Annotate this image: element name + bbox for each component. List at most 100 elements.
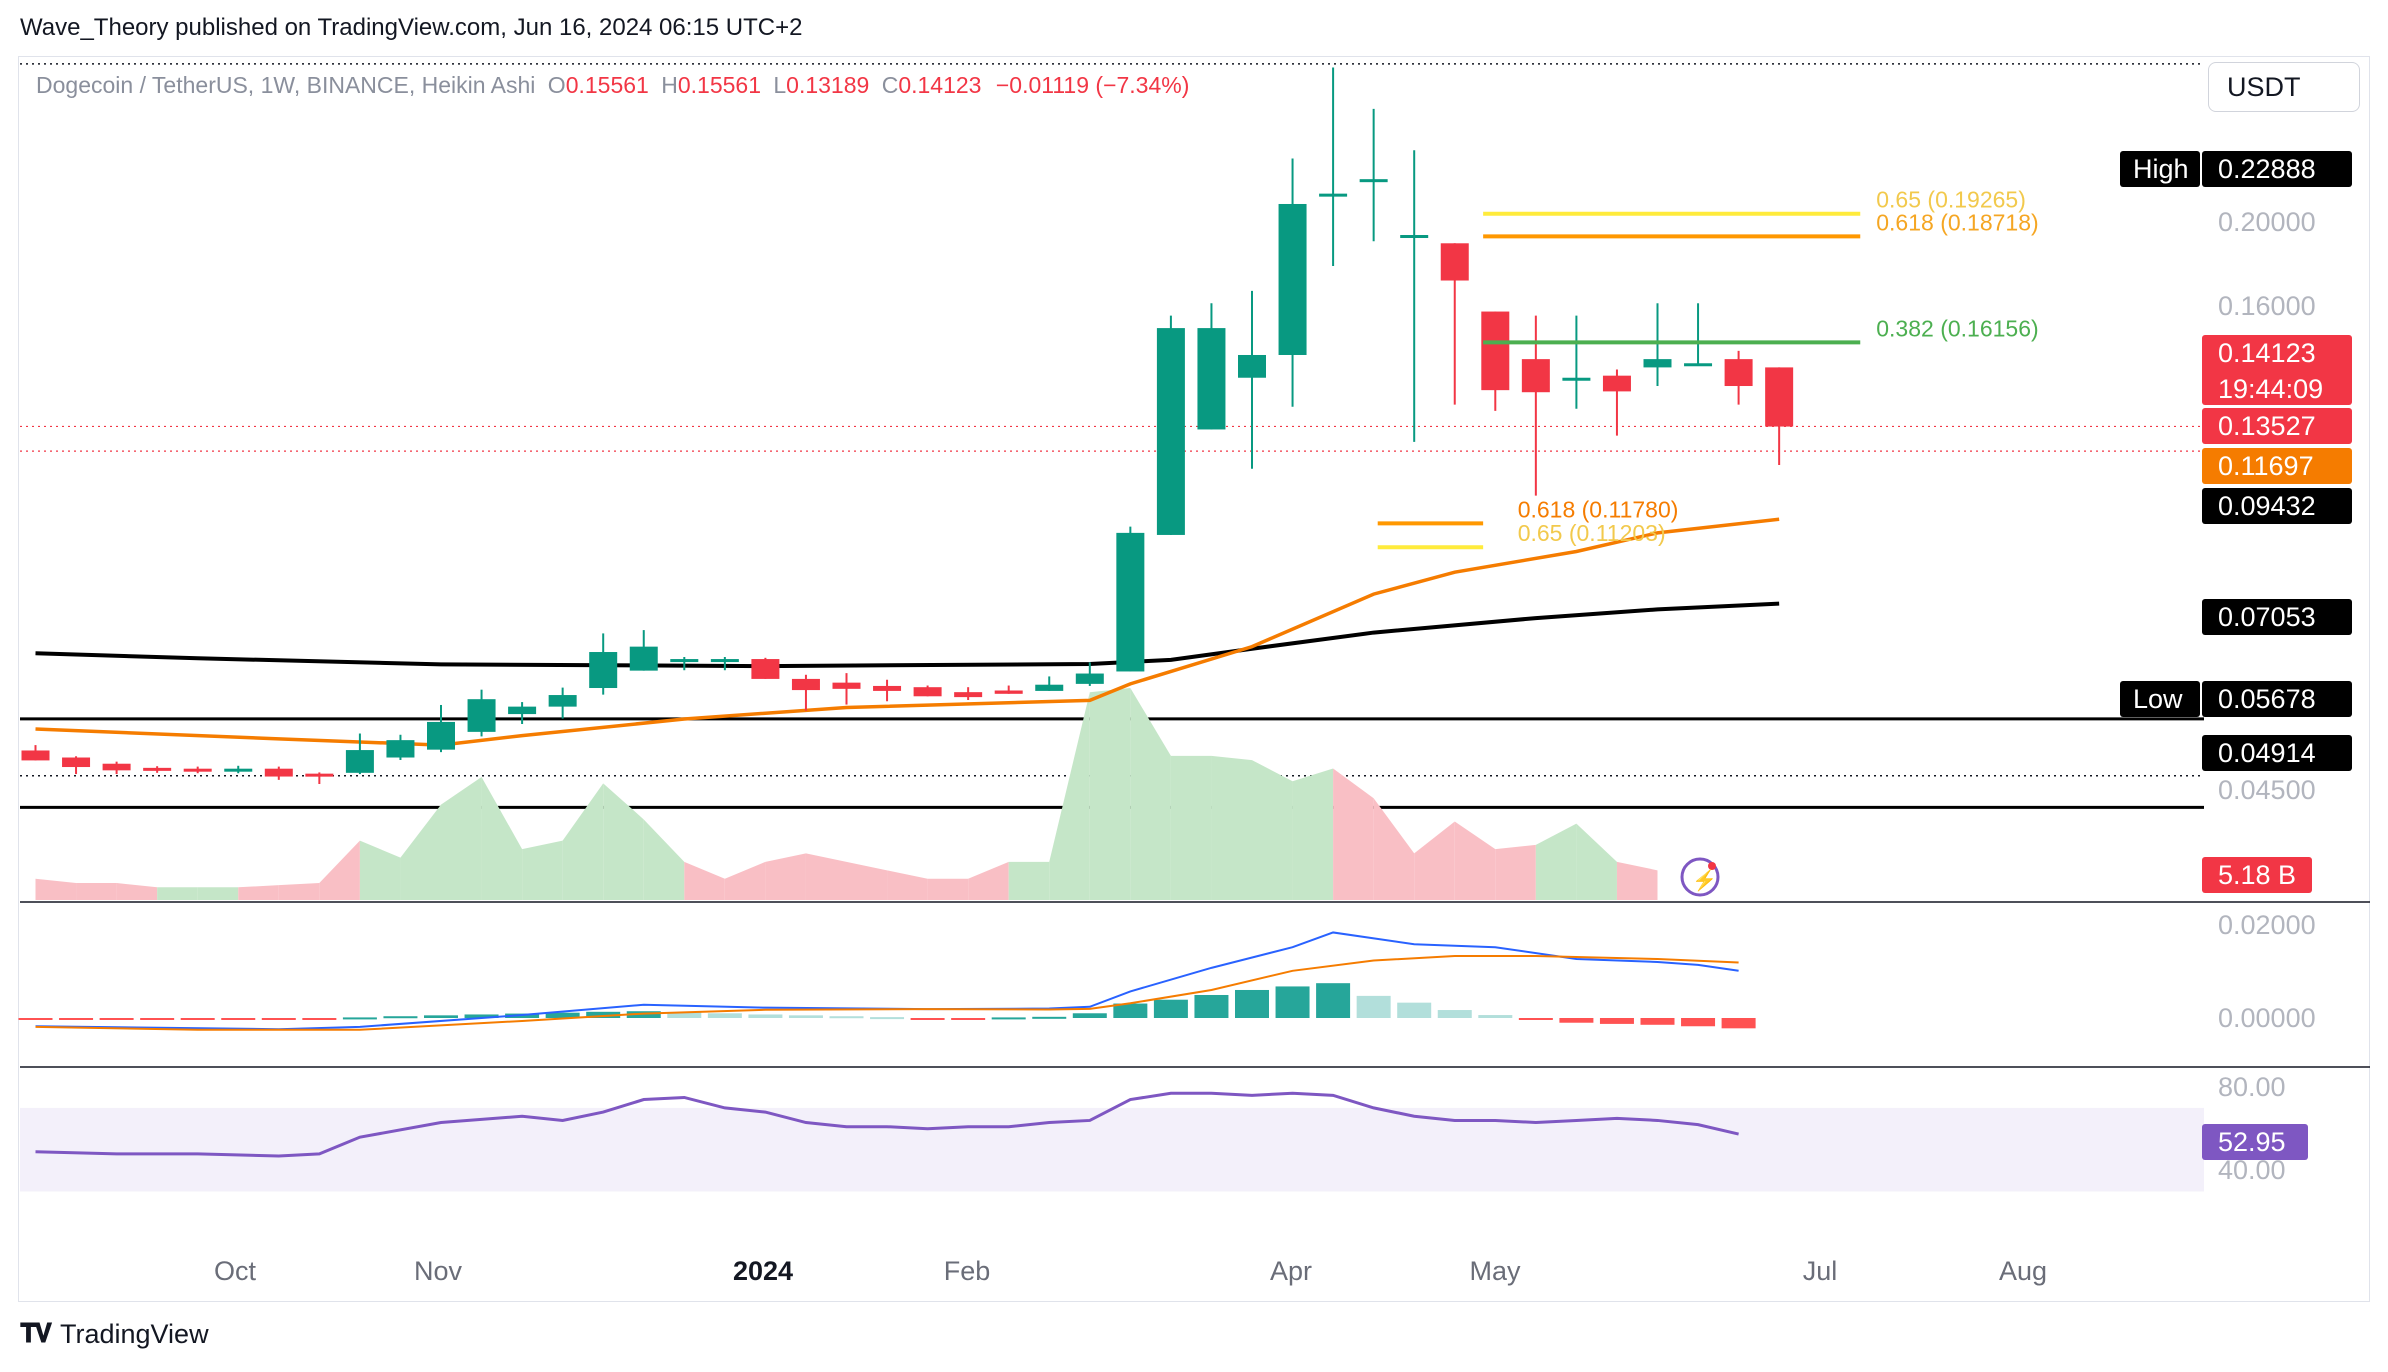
volume-area-segment [35, 878, 77, 900]
volume-area-segment [197, 887, 239, 900]
rsi-value-label: 52.95 [2218, 1127, 2286, 1157]
price-label-box [2202, 735, 2352, 771]
ema-orange-line [35, 517, 1780, 747]
macd-histogram-bar [424, 1015, 458, 1018]
candle-body [589, 652, 618, 689]
candle-body [183, 768, 212, 772]
volume-area-segment [359, 840, 401, 900]
candle-body [548, 695, 577, 707]
candle-body [224, 768, 253, 772]
price-label-box [2202, 681, 2352, 717]
volume-area-segment [1089, 688, 1131, 900]
time-axis-label: May [1469, 1256, 1521, 1286]
volume-area-segment [1008, 861, 1050, 900]
macd-histogram-bar [707, 1013, 742, 1018]
volume-area-segment [1292, 768, 1334, 900]
volume-area-segment [887, 870, 928, 900]
candle-body [1116, 532, 1145, 672]
candle-body [345, 750, 374, 773]
price-label-tag-box [2120, 151, 2200, 187]
time-axis-label: Oct [214, 1256, 257, 1286]
price-label-box [2202, 599, 2352, 635]
fib-level-label: 0.65 (0.11203) [1518, 520, 1666, 546]
candle-body [264, 768, 293, 777]
volume-area-segment [684, 861, 725, 900]
price-label-value: 0.04914 [2218, 738, 2316, 768]
currency-button[interactable]: USDT [2208, 62, 2360, 112]
volume-label-box [2202, 857, 2312, 893]
candle-body [1278, 203, 1307, 355]
chart-legend: Dogecoin / TetherUS, 1W, BINANCE, Heikin… [36, 72, 1189, 99]
legend-open-label: O [547, 72, 566, 98]
volume-area-segment [76, 883, 117, 900]
legend-close-value: 0.14123 [898, 72, 982, 98]
macd-histogram-bar [1640, 1018, 1675, 1025]
candle-body [427, 721, 455, 750]
price-label-value: 0.14123 [2218, 338, 2316, 368]
volume-area-segment [1333, 768, 1374, 900]
macd-histogram-bar [1437, 1010, 1472, 1018]
volume-area-segment [927, 878, 969, 900]
price-label-value: 0.13527 [2218, 411, 2316, 441]
candle-body [832, 682, 861, 689]
macd-histogram-bar [1721, 1018, 1756, 1029]
tradingview-logo-icon: 𝐓𝐕 [20, 1318, 52, 1348]
volume-area-segment [1211, 755, 1252, 900]
candle-body [1075, 673, 1104, 684]
candle-body [1521, 359, 1550, 393]
macd-histogram-bar [1397, 1002, 1432, 1018]
volume-area-segment [1616, 861, 1658, 900]
legend-high-label: H [661, 72, 678, 98]
volume-area-segment [1576, 823, 1617, 900]
footer-brand: TradingView [59, 1318, 209, 1349]
volume-area-segment [1049, 692, 1090, 900]
rsi-band [20, 1107, 2204, 1192]
price-label-box [2202, 448, 2352, 484]
candle-body [1562, 377, 1591, 381]
macd-histogram-bar [626, 1011, 661, 1018]
legend-low-label: L [773, 72, 787, 98]
macd-histogram-bar [1235, 989, 1269, 1018]
macd-histogram-bar [1316, 983, 1351, 1018]
macd-axis-tick: 0.02000 [2218, 910, 2316, 940]
price-label-box [2202, 488, 2352, 524]
candle-body [791, 678, 820, 691]
volume-area-segment [765, 853, 806, 900]
volume-area-segment [1130, 688, 1171, 900]
footer: 𝐓𝐕 TradingView [20, 1318, 209, 1350]
volume-area-segment [1495, 844, 1536, 900]
macd-histogram-bar [1275, 986, 1310, 1018]
macd-histogram-bar [383, 1016, 418, 1019]
fib-level-label: 0.618 (0.18718) [1876, 209, 2038, 235]
macd-histogram-bar [342, 1017, 377, 1020]
legend-high-value: 0.15561 [677, 72, 761, 98]
candle-body [1440, 243, 1469, 281]
macd-histogram-bar [302, 1018, 337, 1020]
volume-area-segment [1373, 798, 1415, 900]
volume-area-segment [805, 853, 847, 900]
candle-body [873, 685, 902, 691]
legend-change: −0.01119 (−7.34%) [995, 72, 1190, 98]
volume-area-segment [724, 861, 766, 900]
macd-histogram-bar [586, 1011, 621, 1018]
rsi-line [35, 1091, 1739, 1158]
time-axis-label: Feb [944, 1256, 991, 1286]
price-label-tag: Low [2133, 684, 2183, 714]
candle-body [913, 687, 942, 697]
price-label-value: 0.09432 [2218, 491, 2316, 521]
macd-histogram-bar [140, 1018, 175, 1020]
macd-histogram-bar [870, 1017, 905, 1020]
macd-histogram-bar [1153, 999, 1188, 1018]
time-axis-label: 2024 [733, 1256, 793, 1286]
candle-body [670, 659, 699, 663]
macd-histogram-bar [1599, 1018, 1634, 1024]
candle-body [1359, 179, 1388, 183]
volume-area-segment [846, 861, 888, 900]
price-label-box [2202, 151, 2352, 187]
volume-area-segment [116, 883, 158, 900]
volume-area-segment [319, 840, 360, 900]
volume-area-segment [238, 885, 279, 900]
candle-body [1481, 311, 1510, 391]
rsi-axis-tick: 80.00 [2218, 1072, 2286, 1102]
